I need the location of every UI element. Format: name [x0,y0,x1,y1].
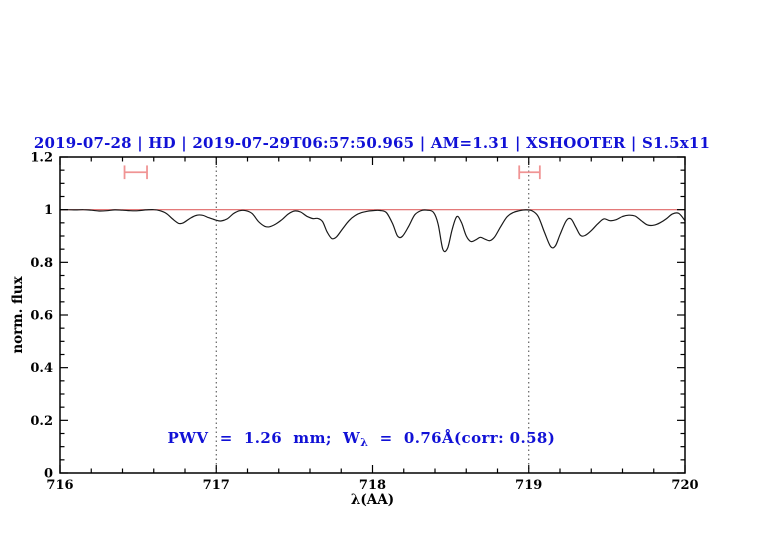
pwv-annotation-text: PWV = 1.26 mm; W [167,429,361,447]
x-axis-title: λ(AA) [351,492,394,508]
pwv-annotation: PWV = 1.26 mm; Wλ = 0.76Å(corr: 0.58) [145,411,555,467]
y-tick-label: 0.8 [30,256,53,271]
x-tick-label: 718 [359,478,386,493]
y-tick-label: 0.2 [30,414,53,429]
y-tick-label: 0.6 [30,309,53,324]
x-tick-label: 719 [515,478,542,493]
spectrum-curve [59,209,686,253]
x-tick-label: 720 [671,478,698,493]
x-tick-label: 717 [203,478,230,493]
y-tick-label: 0 [44,467,53,482]
x-tick-label: 716 [46,478,73,493]
y-tick-label: 1.2 [30,151,53,166]
y-tick-label: 1 [44,203,53,218]
lambda-subscript: λ [360,436,369,449]
plot-title: 2019-07-28 | HD | 2019-07-29T06:57:50.96… [33,134,711,152]
y-tick-label: 0.4 [30,361,53,376]
pwv-annotation-text2: = 0.76Å(corr: 0.58) [368,429,556,447]
y-axis-title: norm. flux [10,275,26,353]
